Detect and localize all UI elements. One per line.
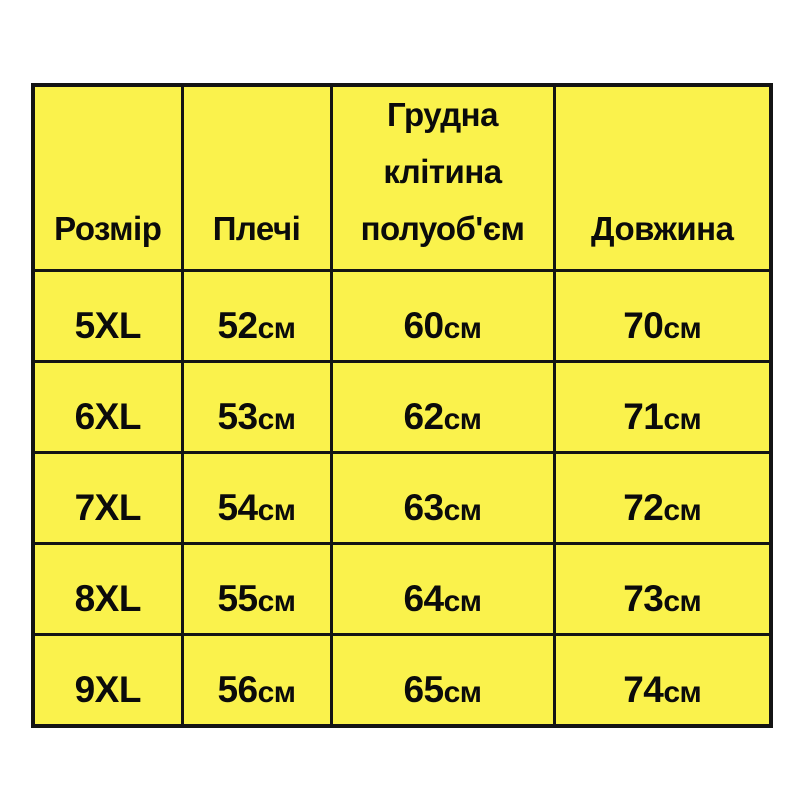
column-header-length-line-1: Довжина bbox=[591, 209, 734, 247]
value-chest: 64 bbox=[403, 578, 444, 620]
cell-length: 74см bbox=[552, 633, 773, 728]
unit-label: см bbox=[663, 312, 702, 346]
cell-chest: 65см bbox=[329, 633, 556, 728]
table-row: 7XL 54см 63см 72см bbox=[31, 451, 773, 546]
unit-label: см bbox=[663, 675, 702, 709]
cell-shoulders: 56см bbox=[180, 633, 333, 728]
cell-shoulders: 55см bbox=[180, 542, 333, 637]
column-header-chest: Грудна клітина полуоб'єм bbox=[329, 83, 556, 273]
cell-chest: 60см bbox=[329, 269, 556, 364]
cell-size: 5XL bbox=[31, 269, 184, 364]
unit-label: см bbox=[257, 675, 296, 709]
table-row: 5XL 52см 60см 70см bbox=[31, 269, 773, 364]
table-row: 9XL 56см 65см 74см bbox=[31, 633, 773, 728]
cell-length: 71см bbox=[552, 360, 773, 455]
value-chest: 63 bbox=[403, 487, 444, 529]
cell-shoulders: 54см bbox=[180, 451, 333, 546]
column-header-chest-line-3: полуоб'єм bbox=[360, 209, 525, 247]
value-shoulders: 53 bbox=[217, 396, 258, 438]
cell-size: 8XL bbox=[31, 542, 184, 637]
cell-size: 6XL bbox=[31, 360, 184, 455]
unit-label: см bbox=[443, 312, 482, 346]
cell-chest: 63см bbox=[329, 451, 556, 546]
cell-shoulders: 53см bbox=[180, 360, 333, 455]
column-header-shoulders: Плечі bbox=[180, 83, 333, 273]
unit-label: см bbox=[257, 494, 296, 528]
value-shoulders: 52 bbox=[217, 305, 258, 347]
table-row: 8XL 55см 64см 73см bbox=[31, 542, 773, 637]
unit-label: см bbox=[663, 403, 702, 437]
unit-label: см bbox=[257, 312, 296, 346]
unit-label: см bbox=[443, 585, 482, 619]
cell-length: 72см bbox=[552, 451, 773, 546]
cell-shoulders: 52см bbox=[180, 269, 333, 364]
table-header: Розмір Плечі Грудна клітина полуоб'єм До… bbox=[31, 83, 773, 273]
value-length: 72 bbox=[623, 487, 664, 529]
value-chest: 60 bbox=[403, 305, 444, 347]
column-header-length: Довжина bbox=[552, 83, 773, 273]
cell-length: 73см bbox=[552, 542, 773, 637]
column-header-shoulders-line-1: Плечі bbox=[212, 209, 301, 247]
cell-chest: 62см bbox=[329, 360, 556, 455]
value-length: 74 bbox=[623, 668, 664, 710]
cell-chest: 64см bbox=[329, 542, 556, 637]
table-body: 5XL 52см 60см 70см 6XL 53см 62см 71см 7X… bbox=[31, 269, 773, 728]
value-chest: 65 bbox=[403, 668, 444, 710]
header-row: Розмір Плечі Грудна клітина полуоб'єм До… bbox=[31, 83, 773, 273]
value-shoulders: 54 bbox=[217, 487, 258, 529]
column-header-chest-line-2: клітина bbox=[383, 152, 502, 190]
unit-label: см bbox=[257, 403, 296, 437]
cell-length: 70см bbox=[552, 269, 773, 364]
column-header-size: Розмір bbox=[31, 83, 184, 273]
column-header-chest-line-1: Грудна bbox=[387, 96, 498, 133]
value-shoulders: 56 bbox=[217, 668, 258, 710]
unit-label: см bbox=[663, 494, 702, 528]
value-chest: 62 bbox=[403, 396, 444, 438]
value-length: 73 bbox=[623, 578, 664, 620]
column-header-size-line-1: Розмір bbox=[54, 209, 162, 247]
cell-size: 9XL bbox=[31, 633, 184, 728]
cell-size: 7XL bbox=[31, 451, 184, 546]
unit-label: см bbox=[443, 494, 482, 528]
table-row: 6XL 53см 62см 71см bbox=[31, 360, 773, 455]
unit-label: см bbox=[443, 403, 482, 437]
unit-label: см bbox=[443, 675, 482, 709]
value-shoulders: 55 bbox=[217, 578, 258, 620]
size-chart-container: Розмір Плечі Грудна клітина полуоб'єм До… bbox=[31, 83, 773, 728]
size-chart-table: Розмір Плечі Грудна клітина полуоб'єм До… bbox=[31, 83, 773, 728]
value-length: 71 bbox=[623, 396, 664, 438]
value-length: 70 bbox=[623, 305, 664, 347]
unit-label: см bbox=[257, 585, 296, 619]
unit-label: см bbox=[663, 585, 702, 619]
